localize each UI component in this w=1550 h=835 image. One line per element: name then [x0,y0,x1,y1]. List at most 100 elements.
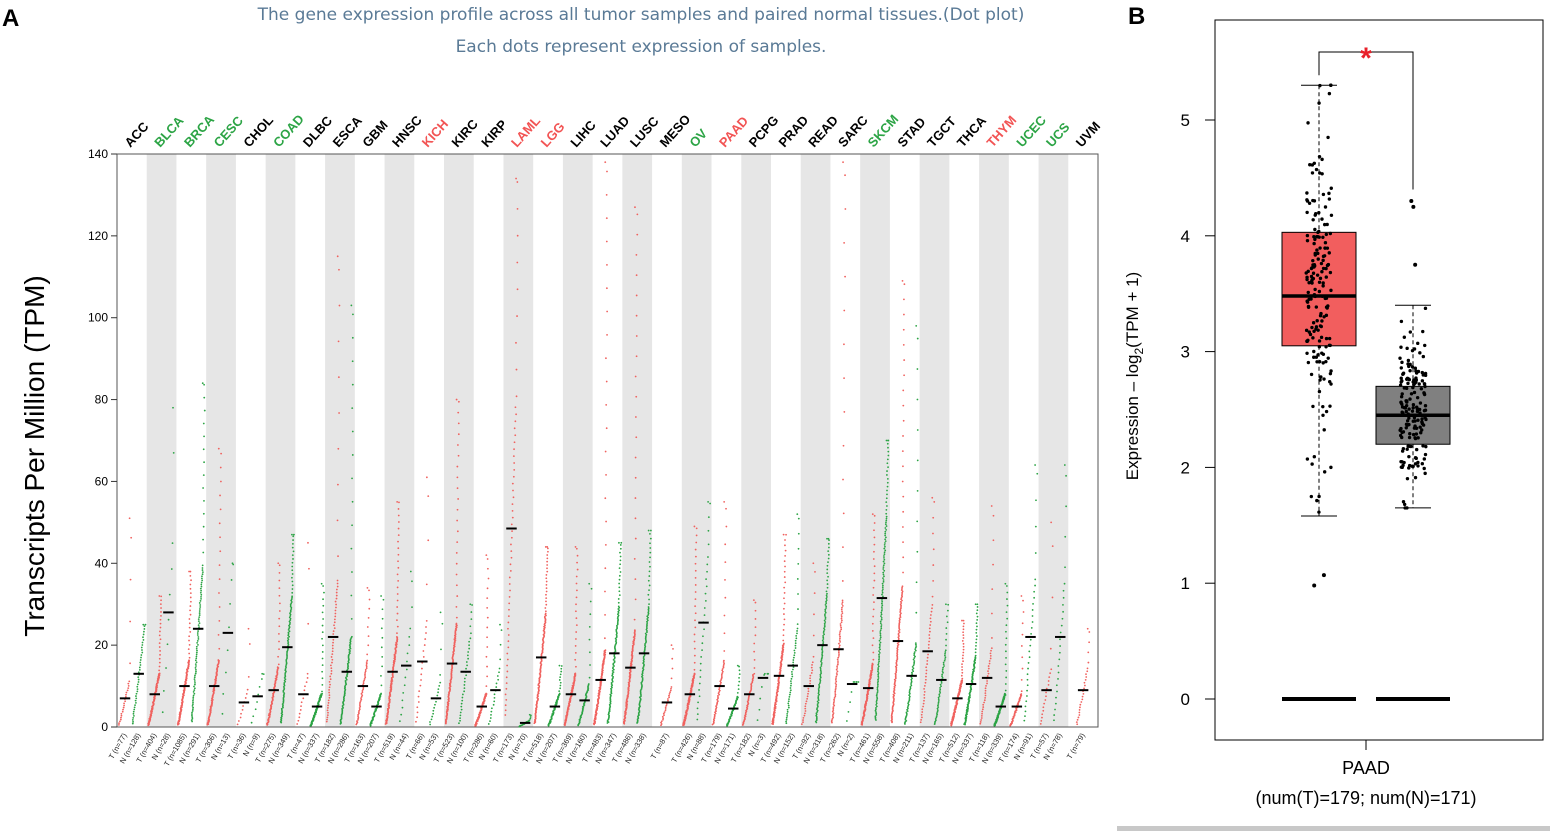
sample-dot [879,645,881,647]
sample-dot [1024,710,1027,713]
sample-dot [336,585,339,588]
sample-dot [589,664,591,666]
sample-dot [1042,709,1045,712]
sample-dot [717,695,719,697]
sample-dot [886,493,888,496]
sample-dot [189,583,192,586]
sample-dot [879,622,882,625]
sample-dot [797,547,800,550]
sample-dot [839,637,841,640]
sample-dot [785,722,788,725]
sample-dot [1084,684,1086,687]
sample-dot [921,716,923,719]
y-tick-label: 20 [95,638,109,652]
sample-dot [903,359,906,361]
sample-dot [327,711,329,714]
sample-dot [987,665,990,667]
sample-dot [366,659,369,662]
sample-dot [125,691,128,694]
sample-dot [200,593,203,596]
sample-dot [937,706,940,709]
sample-dot [823,628,826,631]
category-label: THCA [954,113,990,150]
sample-dot [560,670,563,673]
sample-dot [158,657,161,660]
sample-dot [516,315,518,317]
sample-dot [882,584,884,587]
sample-dot [345,676,347,679]
sample-dot [1062,610,1064,613]
sample-dot [196,634,199,636]
sample-dot [493,693,496,696]
sample-dot [140,646,143,649]
sample-dot [885,512,888,515]
sample-dot [219,494,221,497]
sample-dot [575,665,577,668]
sample-dot [647,606,650,608]
category-label: UVM [1073,119,1103,151]
sample-dot [358,708,361,711]
sample-dot [189,605,192,607]
sample-dot [335,594,338,597]
sample-dot [604,613,606,616]
sample-dot [1049,647,1052,650]
sample-dot [332,630,335,632]
sample-dot [822,635,824,637]
sample-dot [423,644,426,646]
sample-dot [838,639,841,642]
sample-dot [1083,687,1085,690]
sample-dot [984,692,987,695]
sample-dot [902,526,904,528]
sample-dot [368,598,371,601]
category-band [444,154,474,727]
sample-dot [884,534,887,537]
sample-dot [696,718,699,721]
sample-dot [357,713,360,716]
sample-dot [695,534,698,537]
sample-dot [975,638,978,641]
sample-point [1318,378,1322,382]
sample-dot [915,645,918,648]
sample-dot [1026,684,1029,687]
sample-dot [884,542,886,544]
sample-dot [122,708,124,711]
panel-a-letter: A [2,5,19,32]
box-x-axis-sublabel: (num(T)=179; num(N)=171) [1255,788,1476,808]
sample-dot [1042,706,1045,709]
sample-point [1318,324,1323,328]
sample-dot [919,721,922,724]
sample-dot [437,691,439,694]
sample-dot [288,616,291,619]
sample-dot [131,719,134,721]
sample-dot [606,263,608,266]
category-label: CESC [211,113,247,150]
sample-dot [588,676,591,679]
sample-point [1327,197,1332,201]
sample-dot [880,618,883,621]
sample-dot [197,638,200,640]
sample-dot [327,702,330,704]
sample-dot [1020,645,1023,647]
sample-dot [278,648,280,651]
sample-dot [827,553,830,556]
sample-point [1321,404,1325,409]
sample-dot [337,340,340,343]
sample-point [1324,232,1329,237]
sample-dot [1027,662,1030,664]
sample-dot [606,333,608,336]
sample-dot [134,704,136,707]
sample-dot [574,672,577,675]
sample-dot [932,579,935,582]
scroll-shadow-bar [1117,826,1550,831]
sample-dot [811,669,814,672]
sample-dot [287,631,290,634]
sample-dot [1004,663,1007,666]
sample-dot [826,583,829,585]
sample-dot [694,548,697,551]
category-label: SARC [835,112,871,150]
sample-dot [159,638,162,641]
sample-dot [507,615,510,618]
sample-dot [495,682,498,685]
sample-dot [886,485,889,488]
sample-dot [913,651,916,654]
